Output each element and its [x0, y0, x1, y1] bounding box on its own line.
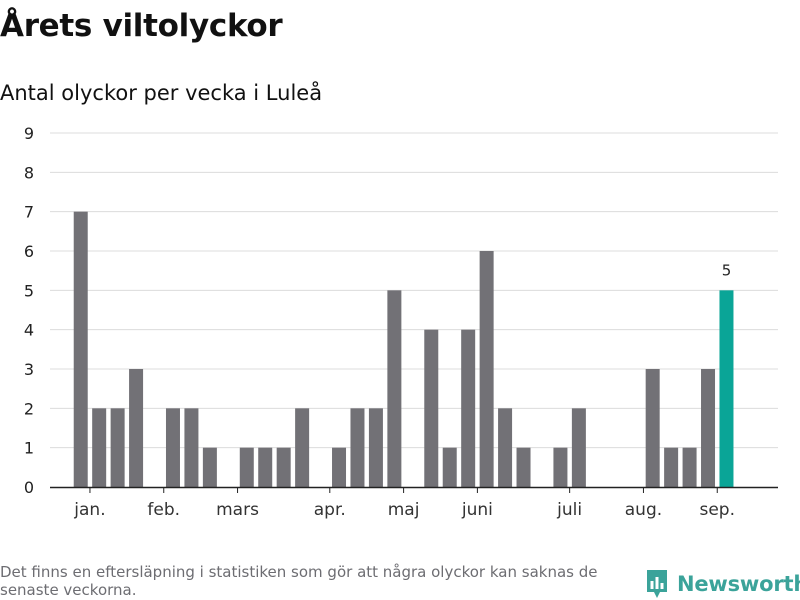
- bar: [442, 447, 457, 487]
- y-tick-label: 8: [24, 163, 34, 182]
- bar: [571, 408, 586, 487]
- bar: [368, 408, 383, 487]
- bar: [461, 329, 476, 487]
- bar: [701, 369, 716, 487]
- y-tick-label: 4: [24, 321, 34, 340]
- newsworthy-logo-icon: [647, 570, 667, 598]
- bar-chart: 0 1 2 3 4 5 6 7 8 9 jan. feb. mars apr. maj juni juli au…: [24, 124, 778, 520]
- bar: [350, 408, 365, 487]
- x-tick-label: juli: [556, 500, 582, 520]
- bar: [295, 408, 310, 487]
- bar: [664, 447, 679, 487]
- bar: [258, 447, 273, 487]
- bar: [92, 408, 107, 487]
- y-tick-label: 6: [24, 242, 34, 261]
- x-tick-label: sep.: [699, 500, 735, 520]
- x-axis: jan. feb. mars apr. maj juni juli aug. sep.: [50, 486, 778, 520]
- bar: [645, 369, 660, 487]
- bar: [165, 408, 180, 487]
- y-tick-label: 3: [24, 360, 34, 379]
- data-labels: 5: [722, 261, 732, 279]
- bar: [184, 408, 199, 487]
- bar: [553, 447, 568, 487]
- x-tick-label: feb.: [147, 500, 180, 520]
- x-tick-label: apr.: [314, 500, 346, 520]
- chart-subtitle: Antal olyckor per vecka i Luleå: [0, 81, 323, 105]
- y-tick-label: 7: [24, 203, 34, 222]
- y-axis-ticks: 0 1 2 3 4 5 6 7 8 9: [24, 124, 34, 497]
- bar: [479, 251, 494, 487]
- bar: [110, 408, 125, 487]
- y-tick-label: 2: [24, 399, 34, 418]
- y-tick-label: 0: [24, 478, 34, 497]
- x-tick-label: mars: [216, 500, 259, 520]
- highlight-bar: [719, 290, 734, 487]
- bar: [276, 447, 291, 487]
- y-tick-label: 5: [24, 281, 34, 300]
- bar: [129, 369, 144, 487]
- brand-name: Newsworthy: [677, 572, 800, 596]
- data-label: 5: [722, 261, 732, 279]
- bar: [424, 329, 439, 487]
- y-tick-label: 9: [24, 124, 34, 143]
- gridlines: [50, 132, 778, 449]
- x-tick-label: juni: [461, 500, 493, 520]
- bar: [498, 408, 513, 487]
- bar: [682, 447, 697, 487]
- x-tick-label: maj: [388, 500, 420, 520]
- bar: [239, 447, 254, 487]
- bar: [516, 447, 531, 487]
- y-tick-label: 1: [24, 439, 34, 458]
- x-tick-label: jan.: [73, 500, 105, 520]
- bar: [387, 290, 402, 487]
- bar: [332, 447, 347, 487]
- bar: [73, 211, 88, 487]
- bars: [73, 211, 734, 487]
- x-tick-label: aug.: [625, 500, 662, 520]
- chart-title: Årets viltolyckor: [0, 8, 283, 44]
- newsworthy-logo[interactable]: Newsworthy: [645, 569, 800, 599]
- footnote: Det finns en eftersläpning i statistiken…: [0, 563, 598, 599]
- bar: [202, 447, 217, 487]
